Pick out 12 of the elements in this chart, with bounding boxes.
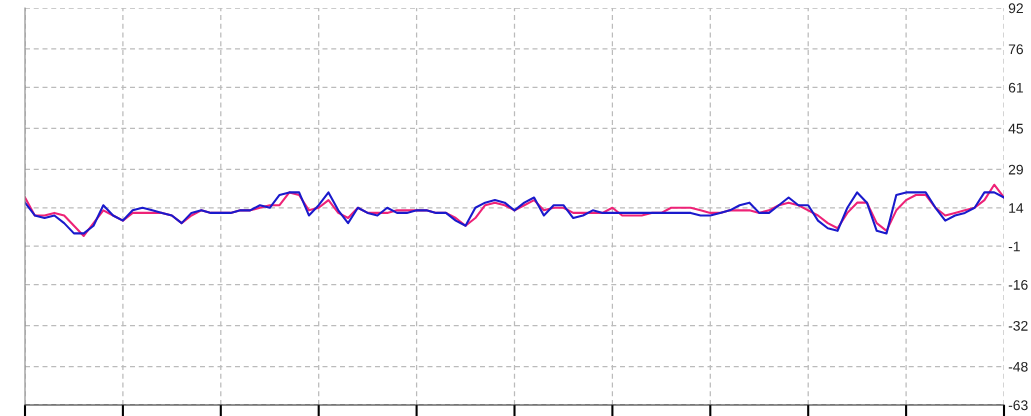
- y-tick-label: 76: [1008, 44, 1023, 55]
- y-tick-label: -16: [1008, 279, 1028, 290]
- line-series: [25, 191, 1004, 235]
- y-tick-label: 92: [1008, 3, 1023, 14]
- y-tick-label: 14: [1009, 203, 1024, 213]
- y-tick-label: -32: [1008, 320, 1028, 331]
- y-tick-label: 45: [1008, 123, 1024, 134]
- y-tick-label: -63: [1008, 400, 1028, 411]
- y-tick-label: 29: [1008, 164, 1023, 175]
- y-tick-label: 61: [1008, 82, 1023, 93]
- y-tick-label: -1: [1008, 241, 1020, 252]
- y-tick-label: -48: [1008, 361, 1028, 372]
